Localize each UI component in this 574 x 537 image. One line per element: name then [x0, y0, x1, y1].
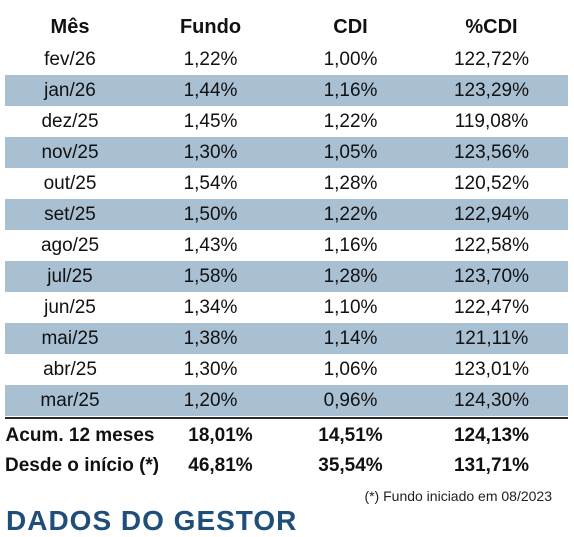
cell-pct-cdi: 124,30%: [453, 389, 529, 411]
table-row: mar/25 1,20% 0,96% 124,30%: [5, 385, 568, 416]
cell-month: dez/25: [41, 110, 99, 132]
summary-cdi: 14,51%: [318, 425, 383, 446]
table-row: jan/26 1,44% 1,16% 123,29%: [5, 75, 568, 106]
cell-month: set/25: [44, 203, 96, 225]
cell-pct-cdi: 119,08%: [454, 110, 529, 132]
cell-month: jan/26: [44, 79, 96, 101]
cell-fund: 1,45%: [183, 110, 238, 132]
table-row: nov/25 1,30% 1,05% 123,56%: [5, 137, 568, 168]
table-row: jun/25 1,34% 1,10% 122,47%: [5, 292, 568, 323]
cell-pct-cdi: 122,72%: [453, 48, 529, 70]
summary-fund: 18,01%: [188, 425, 253, 446]
cell-cdi: 1,22%: [323, 203, 378, 225]
table-row: abr/25 1,30% 1,06% 123,01%: [5, 354, 568, 385]
header-fund: Fundo: [179, 15, 242, 38]
table-row: out/25 1,54% 1,28% 120,52%: [5, 168, 568, 199]
table-row: ago/25 1,43% 1,16% 122,58%: [5, 230, 568, 261]
cell-fund: 1,50%: [183, 203, 238, 225]
footnote: (*) Fundo iniciado em 08/2023: [364, 488, 552, 504]
cell-month: nov/25: [41, 141, 99, 163]
cell-cdi: 1,00%: [323, 48, 378, 70]
cell-fund: 1,58%: [183, 265, 238, 287]
cell-cdi: 1,10%: [323, 296, 378, 318]
summary-label: Desde o início (*): [5, 455, 160, 476]
cell-pct-cdi: 123,29%: [453, 79, 529, 101]
cell-month: mai/25: [41, 327, 99, 349]
cell-fund: 1,43%: [183, 234, 238, 256]
summary-fund: 46,81%: [188, 455, 253, 476]
cell-month: jun/25: [44, 296, 96, 318]
cell-cdi: 1,16%: [323, 234, 378, 256]
cell-cdi: 1,14%: [323, 327, 378, 349]
cell-pct-cdi: 123,70%: [453, 265, 529, 287]
summary-label: Acum. 12 meses: [5, 425, 155, 446]
cell-pct-cdi: 123,56%: [453, 141, 529, 163]
summary-divider: [5, 417, 568, 419]
table-header-row: Mês Fundo CDI %CDI: [5, 10, 568, 44]
cell-pct-cdi: 120,52%: [453, 172, 529, 194]
cell-cdi: 1,16%: [323, 79, 378, 101]
summary-pct-cdi: 124,13%: [453, 425, 529, 446]
cell-cdi: 0,96%: [323, 389, 378, 411]
cell-cdi: 1,22%: [323, 110, 378, 132]
summary-row-since-start: Desde o início (*) 46,81% 35,54% 131,71%: [5, 451, 568, 481]
header-month: Mês: [50, 15, 90, 38]
cell-month: mar/25: [40, 389, 100, 411]
section-heading: DADOS DO GESTOR: [6, 505, 298, 536]
cell-cdi: 1,28%: [323, 265, 378, 287]
cell-pct-cdi: 122,94%: [453, 203, 529, 225]
cell-fund: 1,44%: [183, 79, 238, 101]
cell-fund: 1,22%: [183, 48, 238, 70]
cell-cdi: 1,05%: [323, 141, 378, 163]
cell-fund: 1,20%: [183, 389, 238, 411]
cell-month: fev/26: [44, 48, 96, 70]
cell-fund: 1,54%: [183, 172, 238, 194]
cell-cdi: 1,28%: [323, 172, 378, 194]
cell-month: ago/25: [40, 234, 100, 256]
cell-pct-cdi: 122,47%: [453, 296, 529, 318]
summary-row-12m: Acum. 12 meses 18,01% 14,51% 124,13%: [5, 421, 568, 451]
cell-fund: 1,30%: [183, 358, 238, 380]
table-row: set/25 1,50% 1,22% 122,94%: [5, 199, 568, 230]
cell-pct-cdi: 123,01%: [453, 358, 529, 380]
cell-month: abr/25: [43, 358, 97, 380]
table-row: jul/25 1,58% 1,28% 123,70%: [5, 261, 568, 292]
summary-cdi: 35,54%: [318, 455, 383, 476]
cell-fund: 1,38%: [183, 327, 238, 349]
table-row: fev/26 1,22% 1,00% 122,72%: [5, 44, 568, 75]
cell-fund: 1,30%: [183, 141, 238, 163]
cell-month: jul/25: [47, 265, 93, 287]
cell-fund: 1,34%: [183, 296, 238, 318]
cell-month: out/25: [43, 172, 97, 194]
cell-pct-cdi: 121,11%: [454, 327, 529, 349]
summary-pct-cdi: 131,71%: [453, 455, 529, 476]
cell-pct-cdi: 122,58%: [453, 234, 529, 256]
table-row: mai/25 1,38% 1,14% 121,11%: [5, 323, 568, 354]
returns-table: Mês Fundo CDI %CDI fev/26 1,22% 1,00% 122,7…: [5, 10, 568, 416]
table-row: dez/25 1,45% 1,22% 119,08%: [5, 106, 568, 137]
header-pct-cdi: %CDI: [465, 15, 518, 38]
header-cdi: CDI: [333, 15, 368, 38]
cell-cdi: 1,06%: [323, 358, 378, 380]
